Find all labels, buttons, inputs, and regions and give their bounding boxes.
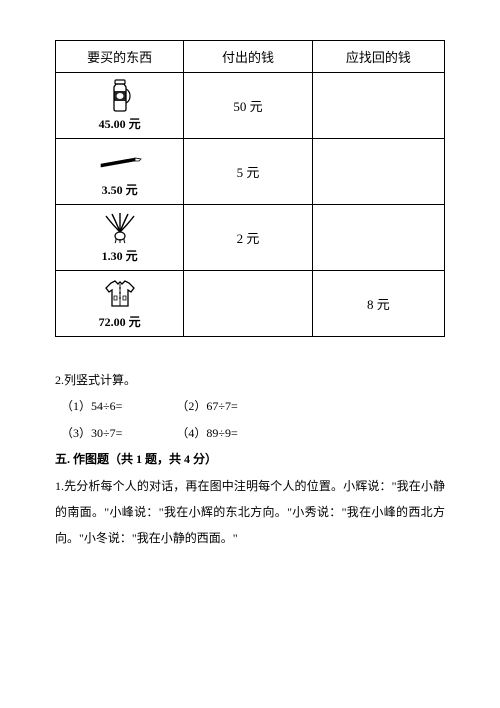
shirt-icon — [102, 277, 138, 311]
price-label: 3.50 元 — [102, 181, 138, 198]
header-item: 要买的东西 — [56, 41, 184, 73]
header-change: 应找回的钱 — [312, 41, 444, 73]
section5-heading: 五. 作图题（共 1 题，共 4 分） — [55, 446, 445, 472]
scallion-icon — [102, 211, 138, 245]
q2-title: 2.列竖式计算。 — [55, 367, 445, 393]
table-row: 72.00 元 8 元 — [56, 271, 445, 337]
table-row: 3.50 元 5 元 — [56, 139, 445, 205]
paid-cell: 2 元 — [184, 205, 312, 271]
pen-icon — [95, 145, 145, 179]
change-cell — [312, 205, 444, 271]
paid-cell — [184, 271, 312, 337]
price-label: 72.00 元 — [99, 313, 141, 330]
q2-row2: （3）30÷7= （4）89÷9= — [55, 420, 445, 446]
q2-item-3: （3）30÷7= — [61, 426, 122, 440]
jar-icon — [106, 79, 134, 113]
change-cell: 8 元 — [312, 271, 444, 337]
q2-item-2: （2）67÷7= — [176, 399, 237, 413]
change-cell — [312, 139, 444, 205]
paid-cell: 5 元 — [184, 139, 312, 205]
q2-row1: （1）54÷6= （2）67÷7= — [55, 393, 445, 419]
q2-item-4: （4）89÷9= — [176, 426, 237, 440]
price-label: 45.00 元 — [99, 115, 141, 132]
header-paid: 付出的钱 — [184, 41, 312, 73]
table-row: 45.00 元 50 元 — [56, 73, 445, 139]
change-cell — [312, 73, 444, 139]
price-label: 1.30 元 — [102, 247, 138, 264]
table-row: 1.30 元 2 元 — [56, 205, 445, 271]
q2-item-1: （1）54÷6= — [61, 399, 122, 413]
section5-body: 1.先分析每个人的对话，再在图中注明每个人的位置。小辉说："我在小静的南面。"小… — [55, 473, 445, 552]
shopping-table: 要买的东西 付出的钱 应找回的钱 45.00 — [55, 40, 445, 337]
paid-cell: 50 元 — [184, 73, 312, 139]
